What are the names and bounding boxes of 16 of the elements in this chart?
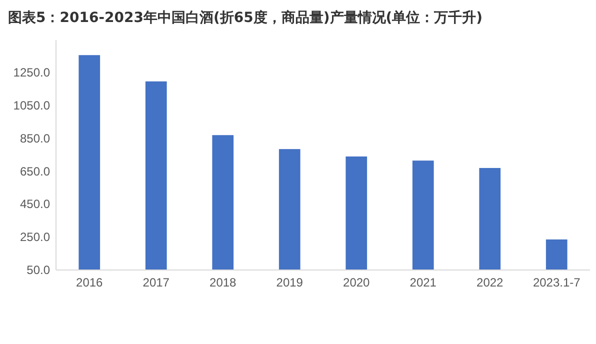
x-tick-label: 2021 [410, 276, 437, 290]
y-tick-label: 250.0 [20, 230, 50, 244]
y-tick-label: 850.0 [20, 131, 50, 146]
y-tick-label: 50.0 [26, 262, 50, 277]
x-tick-label: 2020 [343, 276, 370, 290]
y-tick-label: 650.0 [20, 164, 50, 178]
chart-title: 图表5：2016-2023年中国白酒(折65度，商品量)产量情况(单位：万千升) [8, 9, 483, 26]
x-tick-label: 2016 [76, 276, 104, 290]
x-tick-label: 2018 [210, 276, 237, 290]
x-tick-label: 2019 [276, 276, 304, 290]
x-tick-label: 2023.1-7 [532, 276, 581, 290]
x-tick-label: 2022 [476, 276, 504, 290]
y-tick-label: 1050.0 [13, 98, 50, 113]
y-tick-label: 450.0 [20, 197, 50, 212]
y-tick-label: 1250.0 [13, 66, 50, 80]
x-tick-label: 2017 [142, 276, 170, 290]
